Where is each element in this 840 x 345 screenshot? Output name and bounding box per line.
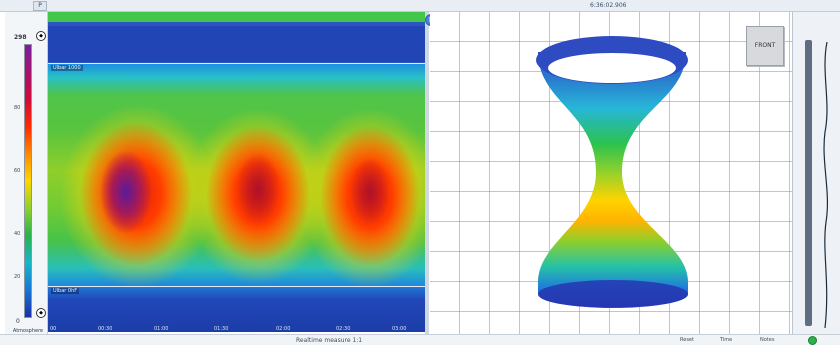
scale-max-label: 298 bbox=[14, 34, 27, 41]
waveform-trace bbox=[823, 42, 829, 328]
time-tick: 01:30 bbox=[214, 326, 229, 332]
time-tick: 02:00 bbox=[276, 326, 291, 332]
3d-viewport[interactable] bbox=[430, 12, 792, 334]
status-option-time[interactable]: Time bbox=[720, 337, 733, 343]
p-button[interactable]: P bbox=[33, 1, 47, 11]
tube-body bbox=[538, 52, 688, 308]
scale-unit-line1: Atmosphere bbox=[12, 328, 44, 334]
scale-min-label: 0 bbox=[16, 318, 20, 325]
front-view-button[interactable]: FRONT bbox=[746, 26, 784, 66]
color-scale-bar bbox=[24, 44, 32, 318]
lower-threshold-line[interactable] bbox=[48, 286, 425, 287]
upper-threshold-line[interactable] bbox=[48, 63, 425, 64]
scroll-track[interactable] bbox=[805, 40, 812, 326]
time-tick: 03:00 bbox=[392, 326, 407, 332]
lower-blue-band bbox=[48, 286, 425, 332]
tube-ring-opening bbox=[548, 53, 676, 83]
upper-band-label: Ulbar 1000 bbox=[51, 65, 83, 71]
time-tick: 00:30 bbox=[98, 326, 113, 332]
scale-tick: 80 bbox=[14, 105, 21, 111]
time-readout: 6:36:02.906 bbox=[590, 2, 627, 9]
status-option-reset[interactable]: Reset bbox=[680, 337, 694, 343]
scale-max-knob[interactable]: ◆ bbox=[36, 31, 46, 41]
pressure-spectrogram[interactable]: Ulbar 1000 Ulbar 0hF bbox=[48, 12, 425, 332]
scale-tick: 60 bbox=[14, 168, 21, 174]
status-bar: Realtime measure 1:1 Reset Time Notes bbox=[0, 334, 840, 345]
status-center-text: Realtime measure 1:1 bbox=[296, 337, 363, 344]
upper-blue-band bbox=[48, 26, 425, 62]
top-toolbar: P 6:36:02.906 bbox=[0, 0, 840, 12]
tube-3d-model[interactable] bbox=[430, 12, 792, 334]
time-tick: 00 bbox=[50, 326, 57, 332]
color-scale-panel: 298 ◆ 80 60 40 20 ◆ 0 Atmosphere mmHg bbox=[5, 12, 48, 340]
time-axis: 00 00:30 01:00 01:30 02:00 02:30 03:00 bbox=[48, 326, 425, 334]
time-tick: 01:00 bbox=[154, 326, 169, 332]
status-option-notes[interactable]: Notes bbox=[760, 337, 775, 343]
scale-min-knob[interactable]: ◆ bbox=[36, 308, 46, 318]
scale-tick: 20 bbox=[14, 274, 21, 280]
panel-divider[interactable] bbox=[425, 12, 429, 334]
tube-bottom-rim bbox=[538, 280, 688, 308]
scale-tick: 40 bbox=[14, 231, 21, 237]
time-tick: 02:30 bbox=[336, 326, 351, 332]
right-side-panel bbox=[792, 12, 840, 334]
pressure-heatmap[interactable] bbox=[48, 64, 425, 286]
top-green-bar bbox=[48, 12, 425, 22]
lower-band-label: Ulbar 0hF bbox=[51, 288, 80, 294]
